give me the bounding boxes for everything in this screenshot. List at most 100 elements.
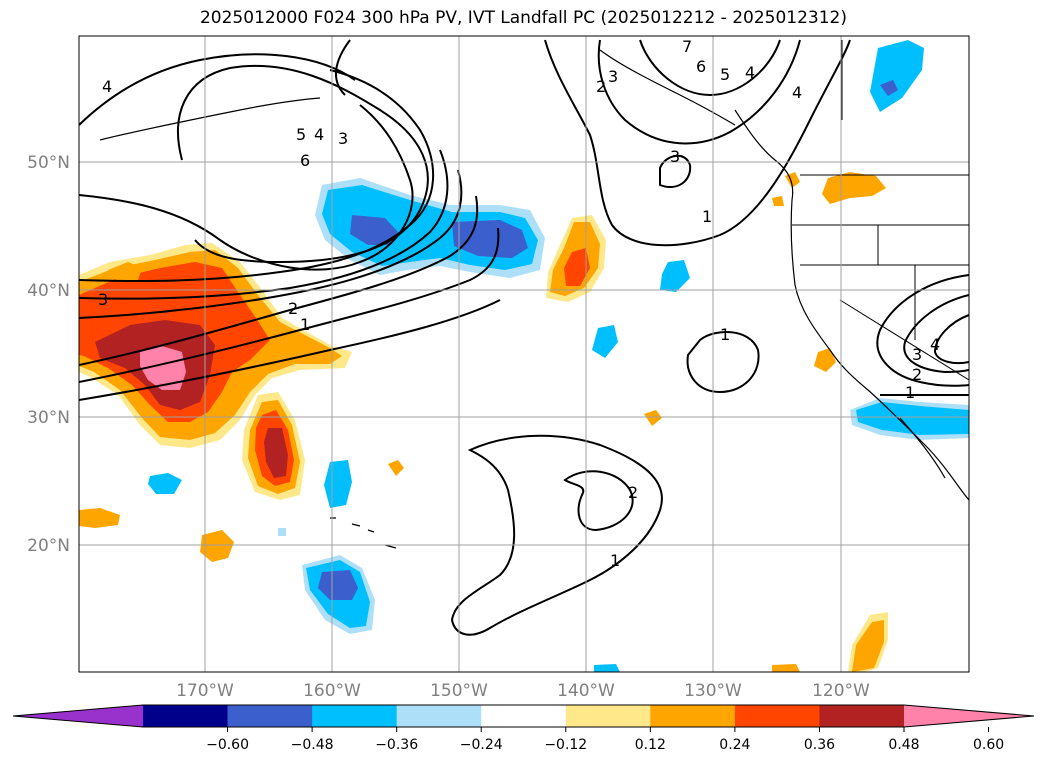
- political-borders: [792, 40, 969, 381]
- cold-patch-1: [660, 260, 690, 292]
- colorbar-tick-label: 0.12: [635, 737, 666, 753]
- cold-region-north-blue-1: [350, 215, 398, 245]
- contour-line: [903, 294, 969, 374]
- contour-label: 1: [720, 325, 730, 344]
- colorbar-tick-label: −0.24: [460, 737, 503, 753]
- contour-label: 4: [745, 63, 755, 82]
- colorbar-tick-label: −0.60: [206, 737, 249, 753]
- contour-line: [597, 39, 801, 145]
- contour-label: 6: [300, 151, 310, 170]
- contour-label: 1: [610, 551, 620, 570]
- coastline-alaska: [599, 49, 736, 126]
- contour-line: [450, 434, 663, 636]
- colorbar-swatch: [819, 705, 905, 727]
- colorbar: −0.60 −0.48 −0.36 −0.24 −0.12 0.12 0.24 0.36 0.4…: [12, 704, 1035, 753]
- lat-labels: 50°N 40°N 30°N 20°N: [27, 153, 70, 556]
- contour-label: 1: [905, 383, 915, 402]
- warm-patch-1: [79, 508, 120, 528]
- coastline-baja: [899, 417, 946, 479]
- coastline-north-america: [734, 109, 969, 501]
- contour-line: [79, 69, 435, 283]
- contour-label: 2: [628, 483, 638, 502]
- cold-patch-2: [592, 325, 618, 358]
- colorbar-tick-label: −0.48: [291, 737, 334, 753]
- contour-line: [79, 169, 463, 319]
- contour-label: 2: [288, 299, 298, 318]
- contour-line: [933, 314, 969, 365]
- contour-label: 3: [608, 67, 618, 86]
- lon-label: 170°W: [176, 681, 234, 701]
- contour-line: [79, 104, 414, 271]
- warm-patch-2: [200, 530, 234, 562]
- colorbar-swatch: [565, 705, 651, 727]
- colorbar-swatch: [227, 705, 313, 727]
- warm-region-west-small: [108, 262, 142, 282]
- contour-label: 6: [696, 57, 706, 76]
- contour-label: 3: [98, 290, 108, 309]
- cold-patch-5: [278, 528, 286, 536]
- warm-region-west-pink: [140, 346, 186, 390]
- warm-patch-4: [644, 410, 662, 426]
- warm-region-south-darkred: [264, 428, 288, 478]
- lat-label: 50°N: [27, 153, 70, 173]
- lon-label: 120°W: [812, 681, 870, 701]
- contour-line: [659, 154, 692, 188]
- colorbar-outline: [12, 704, 1035, 728]
- cold-patch-3: [324, 460, 352, 508]
- contour-label: 4: [102, 77, 112, 96]
- lon-label: 140°W: [557, 681, 615, 701]
- colorbar-tick-label: −0.36: [375, 737, 418, 753]
- contour-label: 7: [682, 37, 692, 56]
- contour-label: 4: [930, 335, 940, 354]
- gridlines: [79, 36, 969, 672]
- contour-line: [79, 149, 449, 300]
- hawaiian-islands: [330, 517, 397, 549]
- colorbar-swatch: [650, 705, 736, 727]
- colorbar-swatch: [143, 705, 229, 727]
- contour-label: 4: [792, 83, 802, 102]
- contour-label: 4: [314, 125, 324, 144]
- contour-line: [686, 330, 760, 394]
- lon-label: 160°W: [303, 681, 361, 701]
- cold-region-south-blue: [318, 570, 358, 600]
- lon-labels: 170°W 160°W 150°W 140°W 130°W 120°W: [176, 681, 870, 701]
- lat-label: 20°N: [27, 536, 70, 556]
- colorbar-swatch: [734, 705, 820, 727]
- colorbar-tick-label: 0.36: [804, 737, 835, 753]
- contour-label: 1: [702, 207, 712, 226]
- contour-labels: 4 5 4 3 6 2 1 3 7 6 5 4 4 3 1 3 2 1 1 2 …: [98, 37, 940, 570]
- colorbar-swatch: [312, 705, 398, 727]
- lat-label: 40°N: [27, 281, 70, 301]
- contour-line: [79, 299, 501, 401]
- contour-line: [334, 39, 351, 96]
- aleutian-islands: [99, 97, 321, 141]
- lon-label: 130°W: [684, 681, 742, 701]
- cold-patch-na-1: [870, 40, 924, 112]
- contour-line: [79, 227, 500, 383]
- coastlines: [99, 49, 969, 549]
- warm-region-mid-red: [564, 248, 590, 286]
- map-frame: [78, 35, 970, 673]
- colorbar-extend-min: [13, 705, 143, 727]
- cold-patch-6: [594, 664, 620, 672]
- colorbar-tick-label: 0.60: [973, 737, 1004, 753]
- warm-patch-na-2: [772, 196, 784, 206]
- contour-line: [79, 195, 479, 366]
- colorbar-swatch: [481, 705, 567, 727]
- cold-region-north-blue-2: [452, 220, 528, 258]
- warm-patch-3: [388, 460, 404, 476]
- contour-label: 5: [720, 65, 730, 84]
- state-borders: [792, 224, 969, 381]
- colorbar-tick-label: 0.24: [719, 737, 750, 753]
- cold-patch-na-1b: [880, 80, 898, 96]
- contour-label: 5: [296, 125, 306, 144]
- colorbar-swatch: [396, 705, 482, 727]
- contour-line: [79, 53, 356, 126]
- warm-region-se-orange: [852, 620, 884, 672]
- contour-label: 2: [596, 77, 606, 96]
- contour-label: 3: [912, 345, 922, 364]
- contour-line: [563, 470, 634, 532]
- colorbar-extend-max: [904, 705, 1034, 727]
- colorbar-tick-label: 0.48: [888, 737, 919, 753]
